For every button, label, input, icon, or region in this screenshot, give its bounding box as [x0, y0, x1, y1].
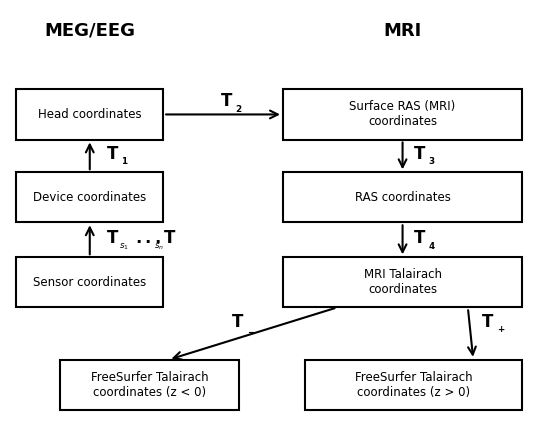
Text: $\mathbf{_3}$: $\mathbf{_3}$	[428, 154, 436, 167]
Text: $\mathbf{T}$: $\mathbf{T}$	[413, 229, 426, 248]
FancyBboxPatch shape	[305, 360, 522, 410]
Text: FreeSurfer Talairach
coordinates (z < 0): FreeSurfer Talairach coordinates (z < 0)	[91, 371, 208, 399]
FancyBboxPatch shape	[16, 257, 163, 307]
Text: $\mathbf{T}$: $\mathbf{T}$	[106, 145, 119, 163]
Text: $\mathbf{_1}$: $\mathbf{_1}$	[121, 154, 128, 167]
FancyBboxPatch shape	[16, 172, 163, 222]
Text: $\mathbf{T}$: $\mathbf{T}$	[413, 145, 426, 163]
Text: MEG/EEG: MEG/EEG	[44, 21, 135, 40]
Text: $\mathbf{T}$: $\mathbf{T}$	[231, 313, 244, 331]
Text: $_{s_1}$: $_{s_1}$	[119, 239, 129, 252]
FancyBboxPatch shape	[283, 172, 522, 222]
Text: MRI Talairach
coordinates: MRI Talairach coordinates	[363, 268, 442, 296]
Text: $\mathbf{T}$: $\mathbf{T}$	[106, 229, 119, 248]
Text: $\mathbf{_2}$: $\mathbf{_2}$	[235, 102, 243, 115]
FancyBboxPatch shape	[60, 360, 239, 410]
Text: Device coordinates: Device coordinates	[33, 191, 146, 204]
Text: Head coordinates: Head coordinates	[38, 108, 141, 121]
Text: $\mathbf{_-}$: $\mathbf{_-}$	[246, 322, 256, 335]
Text: Sensor coordinates: Sensor coordinates	[33, 276, 146, 289]
Text: $\mathbf{_+}$: $\mathbf{_+}$	[496, 322, 506, 335]
Text: $\mathbf{T}$: $\mathbf{T}$	[220, 92, 233, 110]
Text: RAS coordinates: RAS coordinates	[355, 191, 450, 204]
Text: FreeSurfer Talairach
coordinates (z > 0): FreeSurfer Talairach coordinates (z > 0)	[355, 371, 472, 399]
FancyBboxPatch shape	[283, 89, 522, 140]
Text: MRI: MRI	[384, 21, 422, 40]
Text: $\mathbf{T}$: $\mathbf{T}$	[481, 313, 494, 331]
Text: Surface RAS (MRI)
coordinates: Surface RAS (MRI) coordinates	[349, 100, 456, 129]
Text: $\mathbf{_4}$: $\mathbf{_4}$	[428, 239, 436, 252]
FancyBboxPatch shape	[16, 89, 163, 140]
Text: $_{s_n}$: $_{s_n}$	[154, 239, 164, 252]
Text: $\mathbf{...T}$: $\mathbf{...T}$	[135, 229, 177, 248]
FancyBboxPatch shape	[283, 257, 522, 307]
